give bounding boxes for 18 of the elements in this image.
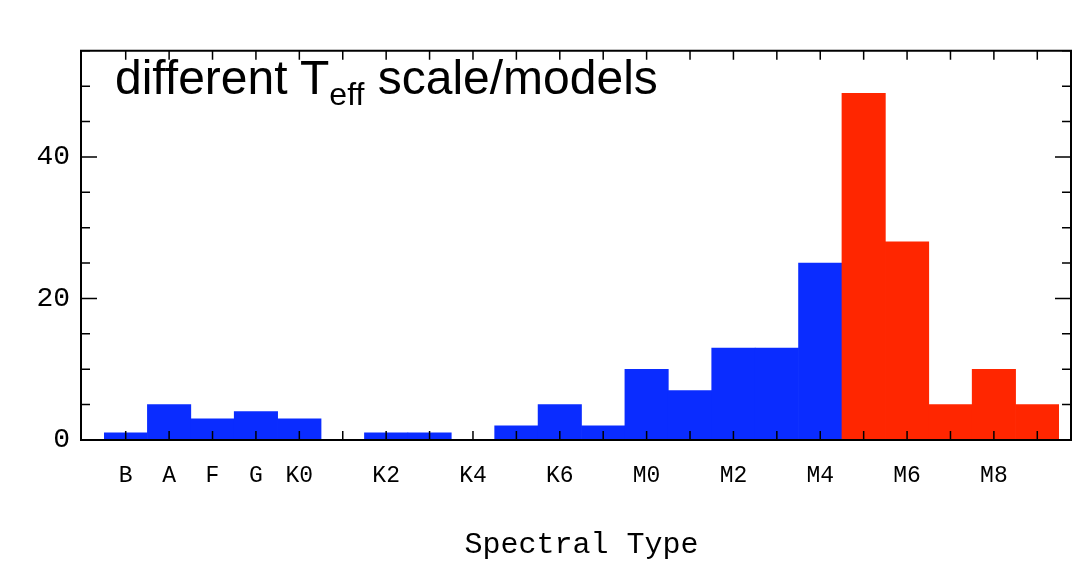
x-axis-title: Spectral Type	[464, 527, 699, 562]
y-tick-label: 40	[36, 141, 70, 173]
x-tick-label: M2	[719, 462, 748, 489]
x-tick-label: M4	[806, 462, 835, 489]
x-tick-label: K4	[459, 462, 487, 489]
x-tick-label: K6	[545, 462, 574, 489]
x-tick-label: M8	[980, 462, 1008, 489]
x-tick-label: K0	[285, 462, 314, 489]
x-tick-label: G	[249, 462, 263, 489]
y-tick-label: 20	[36, 282, 70, 314]
x-tick-label: A	[162, 462, 177, 489]
x-tick-label: M0	[632, 462, 661, 489]
x-tick-label: F	[205, 462, 220, 489]
x-tick-label: M6	[893, 462, 921, 489]
x-tick-label: K2	[372, 462, 400, 489]
x-tick-label: B	[118, 462, 133, 489]
y-tick-label: 0	[53, 424, 70, 456]
annotation: different T$_{eff}$ scale/models	[115, 50, 658, 113]
